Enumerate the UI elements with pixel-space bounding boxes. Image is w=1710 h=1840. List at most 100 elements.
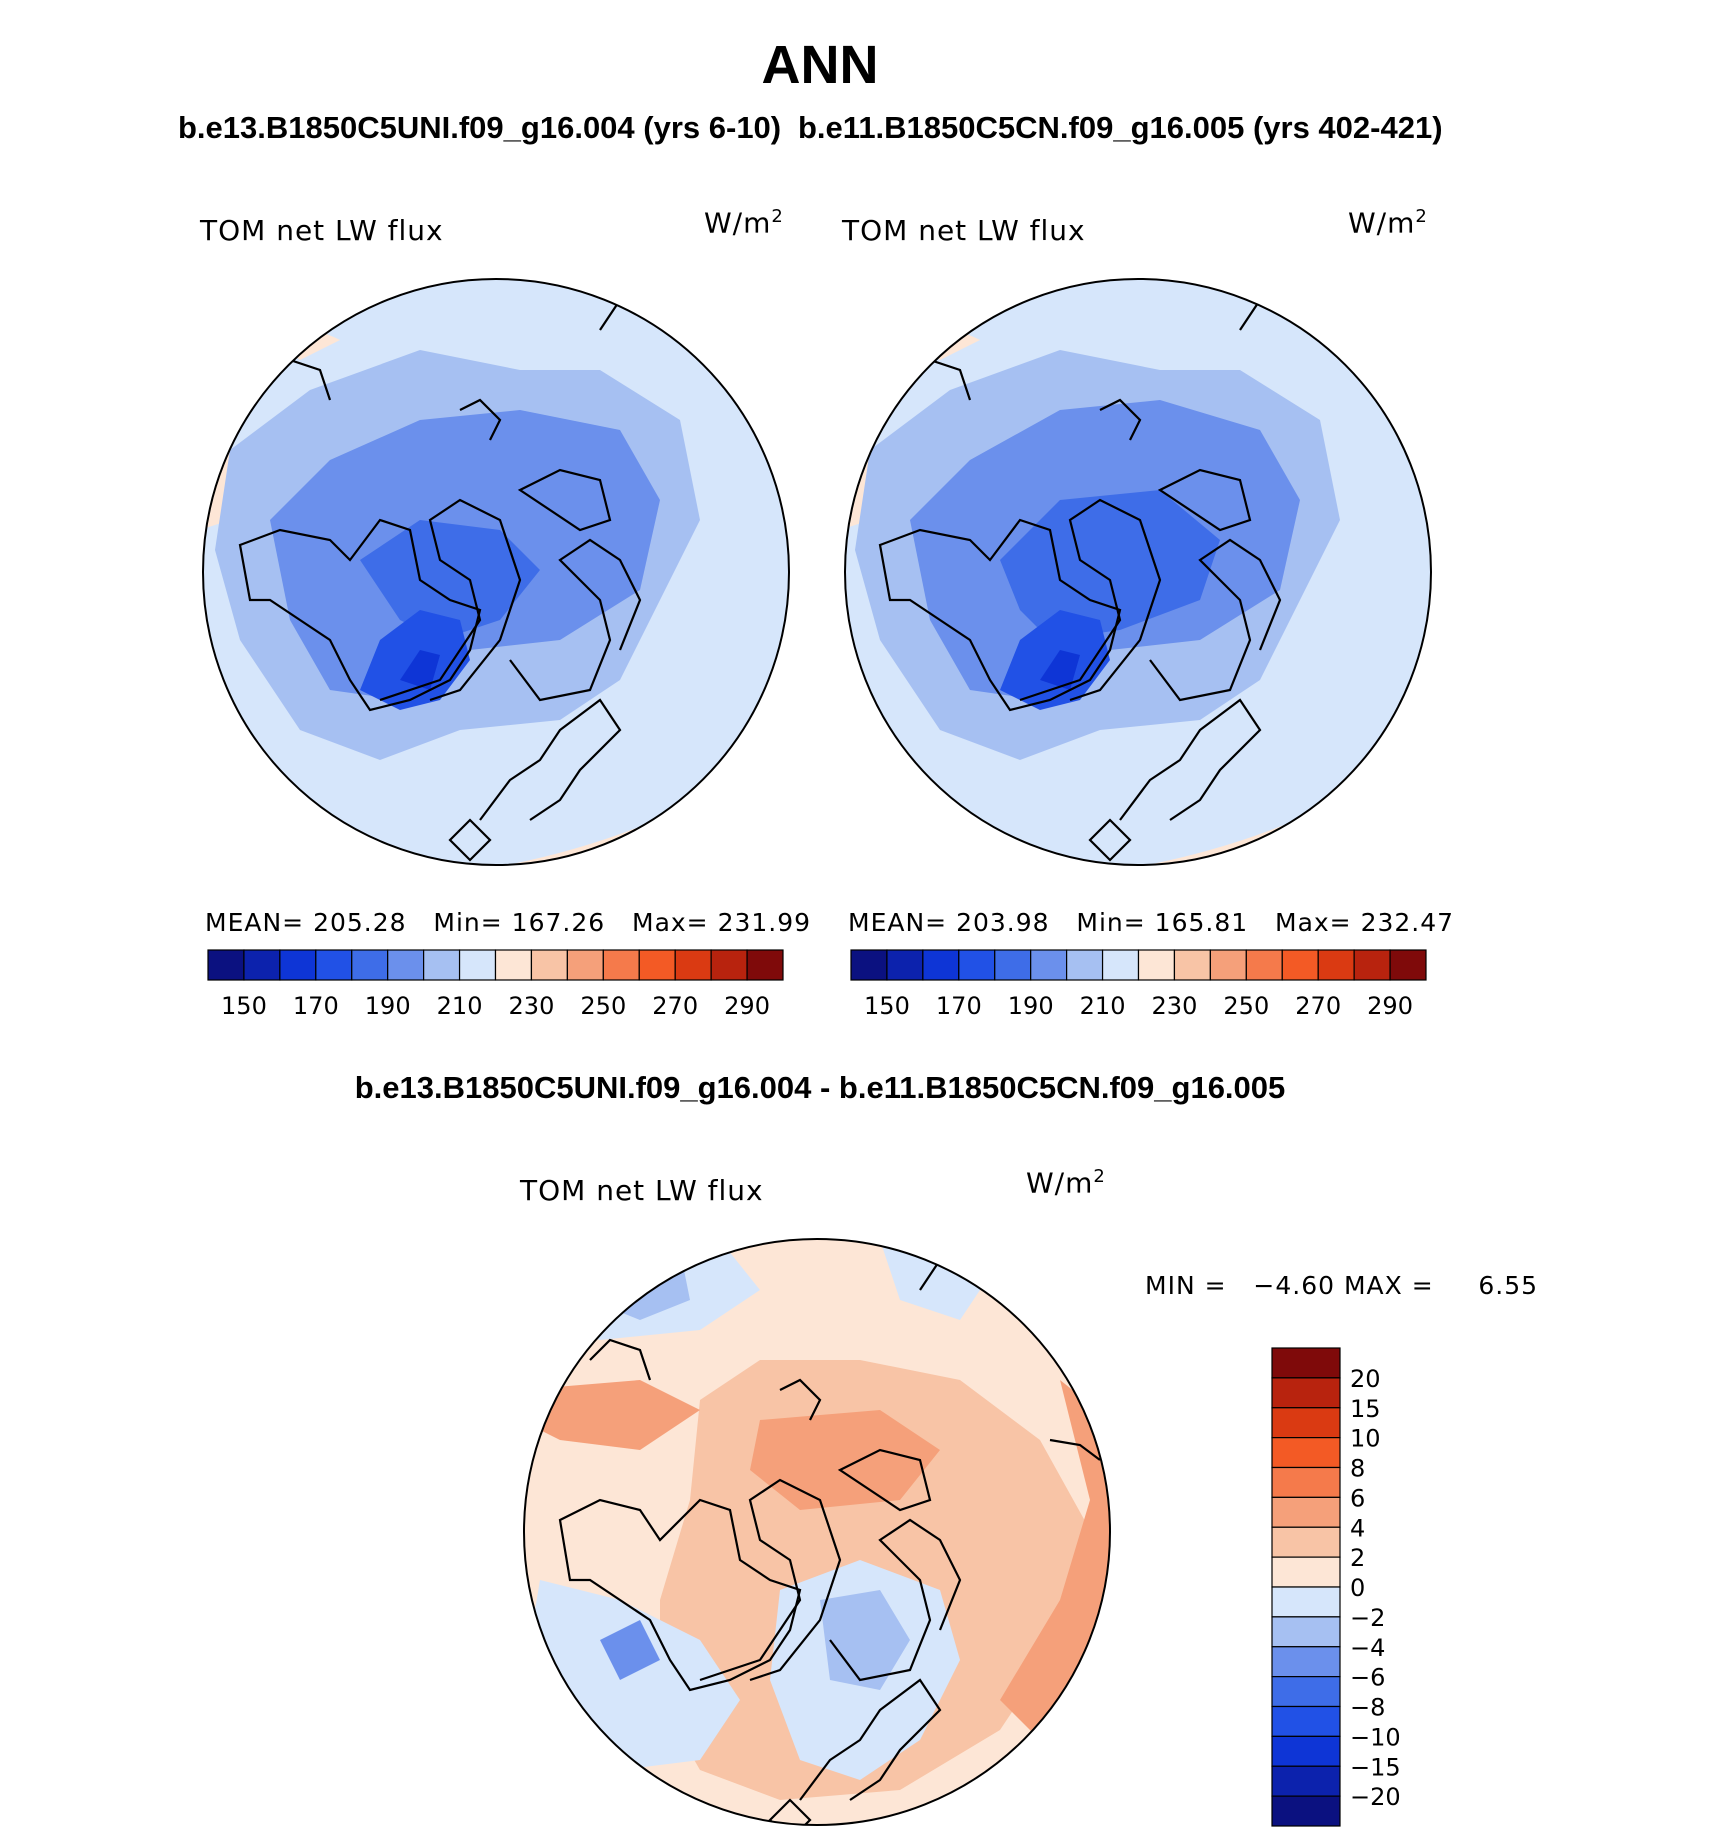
- diff-colorbar-label: 0: [1350, 1574, 1365, 1602]
- left-colorbar-box: [602, 949, 640, 981]
- left-colorbar-box: [530, 949, 568, 981]
- right-colorbar-box: [1173, 949, 1211, 981]
- right-units: W/m2: [1348, 206, 1428, 239]
- right-colorbar-label: 150: [864, 992, 910, 1020]
- right-min-value: 165.81: [1154, 908, 1249, 937]
- diff-colorbar-label: 6: [1350, 1484, 1365, 1512]
- right-colorbar-label: 170: [936, 992, 982, 1020]
- left-colorbar-box: [423, 949, 461, 981]
- left-colorbar-label: 270: [652, 992, 698, 1020]
- diff-field-warm-core: [750, 1410, 940, 1510]
- left-colorbar-box: [710, 949, 748, 981]
- diff-units-text: W/m: [1026, 1166, 1094, 1200]
- diff-colorbar-box: [1271, 1496, 1341, 1528]
- diff-colorbar-box: [1271, 1407, 1341, 1439]
- left-colorbar-box: [315, 949, 353, 981]
- diff-coastlines: [558, 1249, 1101, 1825]
- right-stats: MEAN= 203.98 Min= 165.81 Max= 232.47: [848, 908, 1454, 937]
- left-colorbar-box: [458, 949, 497, 981]
- diff-colorbar-box: [1271, 1526, 1341, 1558]
- left-colorbar-label: 190: [365, 992, 411, 1020]
- diff-field-cool-south-core: [820, 1590, 910, 1690]
- left-max-value: 231.99: [717, 908, 812, 937]
- left-min-value: 167.26: [511, 908, 606, 937]
- diff-units-sup: 2: [1093, 1166, 1106, 1187]
- right-colorbar-box: [1209, 949, 1247, 981]
- left-colorbar-box: [351, 949, 389, 981]
- diff-stats: MIN = −4.60 MAX = 6.55: [1145, 1271, 1538, 1300]
- right-colorbar-label: 230: [1152, 992, 1198, 1020]
- diff-colorbar-box: [1271, 1466, 1341, 1498]
- diff-colorbar-label: 10: [1350, 1425, 1381, 1453]
- left-min-label: Min=: [433, 908, 503, 937]
- diff-max-label: MAX =: [1343, 1271, 1434, 1300]
- right-colorbar-box: [1281, 949, 1319, 981]
- right-colorbar-box: [1245, 949, 1283, 981]
- right-colorbar-label: 290: [1367, 992, 1413, 1020]
- diff-colorbar-box: [1271, 1705, 1341, 1737]
- diff-colorbar-box: [1271, 1616, 1341, 1648]
- left-colorbar-label: 250: [580, 992, 626, 1020]
- diff-field-cool-spot: [600, 1620, 660, 1680]
- diff-colorbar-box: [1271, 1735, 1341, 1767]
- right-max-label: Max=: [1275, 908, 1352, 937]
- right-colorbar-label: 270: [1295, 992, 1341, 1020]
- diff-colorbar-label: −10: [1350, 1723, 1401, 1751]
- right-colorbar-box: [1317, 949, 1355, 981]
- left-variable-label: TOM net LW flux: [200, 214, 444, 247]
- diff-field-warm-west: [524, 1380, 700, 1450]
- diff-colorbar-box: [1271, 1676, 1341, 1708]
- right-mean-value: 203.98: [956, 908, 1050, 937]
- right-colorbar-box: [1066, 949, 1104, 981]
- left-colorbar-box: [674, 949, 712, 981]
- diff-map-border: [523, 1238, 1111, 1826]
- diff-colorbar-box: [1271, 1795, 1341, 1827]
- diff-colorbar-box: [1271, 1437, 1341, 1469]
- diff-variable-label: TOM net LW flux: [520, 1174, 764, 1207]
- left-colorbar-label: 170: [293, 992, 339, 1020]
- right-greenland-core: [1040, 650, 1080, 690]
- diff-colorbar-box: [1271, 1556, 1341, 1588]
- left-units-sup: 2: [771, 206, 784, 227]
- left-colorbar-label: 210: [437, 992, 483, 1020]
- left-colorbar-label: 150: [221, 992, 267, 1020]
- left-map-border: [202, 278, 790, 866]
- right-colorbar-label: 210: [1080, 992, 1126, 1020]
- right-min-label: Min=: [1076, 908, 1146, 937]
- left-colorbar-box: [494, 949, 533, 981]
- right-field-core: [1000, 490, 1220, 640]
- left-units-text: W/m: [704, 206, 772, 240]
- diff-max-value: 6.55: [1478, 1271, 1539, 1300]
- left-colorbar-label: 290: [724, 992, 770, 1020]
- diff-colorbar-label: −2: [1350, 1604, 1385, 1632]
- diff-panel-title: b.e13.B1850C5UNI.f09_g16.004 - b.e11.B18…: [354, 1070, 1286, 1105]
- right-colorbar-box: [1137, 949, 1176, 981]
- diff-colorbar-label: −8: [1350, 1694, 1385, 1722]
- left-stats: MEAN= 205.28 Min= 167.26 Max= 231.99: [205, 908, 811, 937]
- diff-units: W/m2: [1026, 1166, 1106, 1199]
- diff-colorbar-label: 20: [1350, 1365, 1381, 1393]
- diff-colorbar-label: 2: [1350, 1544, 1365, 1572]
- diff-colorbar-label: −6: [1350, 1664, 1385, 1692]
- left-greenland-core: [400, 650, 440, 690]
- right-mean-label: MEAN=: [848, 908, 948, 937]
- left-colorbar-box: [207, 949, 245, 981]
- diff-min-label: MIN =: [1145, 1271, 1227, 1300]
- diff-colorbar-box: [1271, 1586, 1341, 1618]
- main-title: ANN: [761, 35, 879, 95]
- diff-colorbar-box: [1271, 1347, 1341, 1379]
- right-units-text: W/m: [1348, 206, 1416, 240]
- right-colorbar-box: [1030, 949, 1068, 981]
- left-colorbar-box: [279, 949, 317, 981]
- left-colorbar-box: [746, 949, 784, 981]
- left-panel-title: b.e13.B1850C5UNI.f09_g16.004 (yrs 6-10): [178, 110, 782, 145]
- diff-colorbar-box: [1271, 1646, 1341, 1678]
- right-panel-title: b.e11.B1850C5CN.f09_g16.005 (yrs 402-421…: [798, 110, 1443, 145]
- right-colorbar-box: [994, 949, 1032, 981]
- left-field-core: [360, 520, 540, 640]
